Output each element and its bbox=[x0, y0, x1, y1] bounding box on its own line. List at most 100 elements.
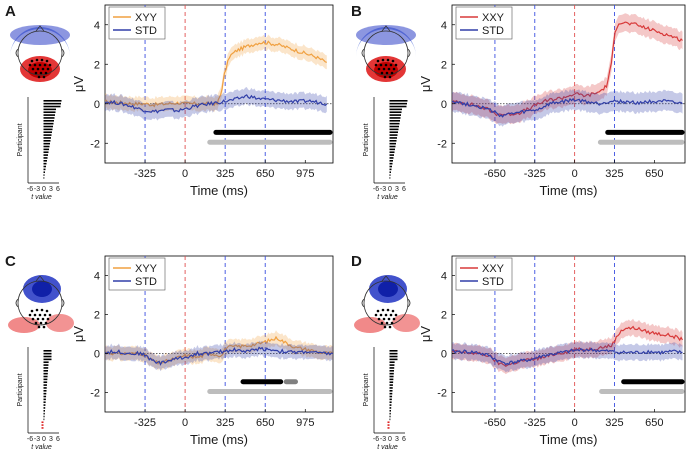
electrode-dot bbox=[34, 71, 38, 75]
right-ear bbox=[61, 298, 65, 308]
participant-bar bbox=[389, 410, 391, 412]
participant-bar bbox=[43, 361, 49, 364]
electrode-dot bbox=[41, 317, 45, 321]
nose bbox=[381, 25, 391, 32]
electrode-dot bbox=[37, 325, 41, 329]
legend-label: XYY bbox=[135, 12, 158, 24]
y-tick-label: 4 bbox=[94, 271, 100, 283]
participant-bar bbox=[43, 410, 45, 412]
inset-xtick: 0 bbox=[42, 436, 46, 443]
electrode-dot bbox=[45, 59, 49, 63]
inset-xtick: 6 bbox=[402, 436, 406, 443]
electrode-dot bbox=[374, 313, 378, 317]
inset-xtick: -6 bbox=[373, 186, 379, 193]
inset-ylabel: Participant bbox=[17, 123, 24, 156]
participant-bar bbox=[389, 174, 391, 176]
series-band-std bbox=[105, 340, 333, 372]
series-line-std bbox=[452, 97, 683, 118]
inset-xtick: -6 bbox=[27, 436, 33, 443]
participant-bar bbox=[43, 137, 51, 139]
electrode-dot bbox=[35, 58, 39, 62]
electrode-dot bbox=[380, 71, 384, 75]
x-tick-label: 0 bbox=[572, 168, 578, 180]
electrode-dot bbox=[30, 309, 34, 313]
participant-bar bbox=[43, 165, 46, 168]
participant-bar bbox=[43, 117, 55, 119]
electrode-dot bbox=[43, 63, 47, 67]
electrode-dot bbox=[387, 317, 391, 321]
participant-bar bbox=[389, 142, 396, 145]
negative-cluster bbox=[32, 281, 52, 297]
panel-label: B bbox=[351, 3, 362, 20]
participant-bar bbox=[43, 114, 55, 116]
topography-map bbox=[356, 25, 416, 82]
electrode-dot bbox=[392, 317, 396, 321]
electrode-dot bbox=[48, 313, 52, 317]
left-ear bbox=[361, 48, 365, 58]
participant-bar bbox=[43, 168, 46, 171]
electrode-dot bbox=[394, 63, 398, 67]
participant-bar bbox=[43, 418, 45, 421]
participant-bar bbox=[389, 157, 394, 159]
positive-cluster bbox=[392, 314, 420, 332]
inset-xtick: 6 bbox=[56, 186, 60, 193]
participant-bar bbox=[389, 148, 395, 151]
electrode-dot bbox=[36, 317, 40, 321]
participant-bar bbox=[389, 352, 398, 355]
legend-label: XYY bbox=[135, 263, 158, 275]
electrode-dot bbox=[33, 313, 37, 317]
electrode-dot bbox=[392, 67, 396, 71]
right-ear bbox=[407, 48, 411, 58]
head-outline bbox=[363, 280, 409, 326]
y-tick-label: 0 bbox=[94, 349, 100, 361]
inset-xtick: 3 bbox=[395, 186, 399, 193]
electrode-dot bbox=[386, 308, 390, 312]
x-tick-label: 325 bbox=[605, 417, 623, 429]
series-line-std bbox=[105, 346, 333, 366]
electrode-dot bbox=[394, 313, 398, 317]
nose bbox=[35, 25, 45, 32]
participant-bar bbox=[389, 415, 391, 418]
electrode-dot bbox=[38, 313, 42, 317]
participant-bar bbox=[387, 421, 390, 424]
inset-xtick: 3 bbox=[49, 186, 53, 193]
x-tick-label: 325 bbox=[605, 168, 623, 180]
y-tick-label: 0 bbox=[94, 99, 100, 111]
participant-bar bbox=[43, 370, 48, 372]
participant-bar bbox=[43, 122, 54, 125]
participant-bar bbox=[389, 122, 400, 125]
participant-bar bbox=[43, 381, 48, 384]
series-line-xxy bbox=[452, 21, 683, 117]
participant-bar bbox=[389, 350, 398, 352]
head-outline bbox=[363, 30, 409, 76]
topography-map bbox=[8, 275, 74, 333]
inset-ylabel: Participant bbox=[17, 373, 24, 406]
participant-bar bbox=[389, 398, 392, 401]
electrode-dot bbox=[46, 67, 50, 71]
x-tick-label: -325 bbox=[134, 417, 156, 429]
electrode-dot bbox=[376, 59, 380, 63]
series-band-std bbox=[452, 340, 683, 373]
participant-bar bbox=[389, 361, 395, 364]
y-tick-label: -2 bbox=[437, 388, 447, 400]
positive-cluster bbox=[354, 317, 386, 333]
y-tick-label: -2 bbox=[437, 138, 447, 150]
participant-bar bbox=[43, 372, 48, 375]
inset-xlabel: t value bbox=[31, 444, 52, 451]
participant-bar bbox=[389, 378, 394, 381]
plot-frame bbox=[104, 4, 334, 164]
participant-bar bbox=[389, 171, 391, 174]
participant-bar bbox=[389, 177, 391, 179]
electrode-dot bbox=[39, 321, 43, 325]
participant-bar bbox=[389, 407, 392, 409]
electrode-dot bbox=[31, 317, 35, 321]
participant-bar bbox=[389, 358, 398, 361]
participant-bar bbox=[43, 151, 49, 154]
panel-label: D bbox=[351, 253, 362, 270]
electrode-dot bbox=[33, 63, 37, 67]
y-axis-label: μV bbox=[418, 326, 433, 342]
participant-bar bbox=[389, 128, 399, 131]
